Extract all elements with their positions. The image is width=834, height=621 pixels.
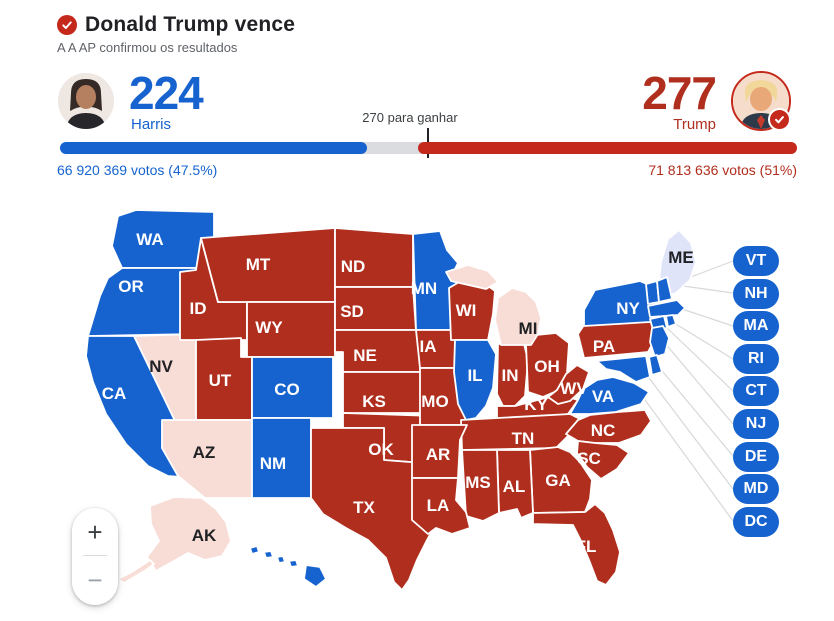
state-RI[interactable] [665,314,677,328]
state-NH[interactable] [656,276,673,303]
state-MT[interactable] [200,227,336,303]
state-HI[interactable] [288,559,299,568]
callout-leader-line [631,381,734,522]
harris-electoral-votes: 224 [129,67,204,119]
map-zoom-control: + − [72,508,118,605]
callout-pill-MD[interactable]: MD [733,474,779,505]
state-AR[interactable] [411,424,468,479]
state-LA[interactable] [411,477,471,535]
state-MD[interactable] [596,355,651,383]
callout-pill-DC[interactable]: DC [733,506,779,537]
state-WY[interactable] [246,301,336,358]
page-title: Donald Trump vence [85,13,296,36]
callout-leader-line [657,365,734,457]
trump-popular-votes: 71 813 636 votos (51%) [648,162,797,178]
trump-confirmed-badge-icon [768,108,791,131]
trump-electoral-votes: 277 [642,67,717,119]
callout-pill-DE[interactable]: DE [733,441,779,472]
threshold-label: 270 para ganhar [362,110,458,125]
zoom-in-button[interactable]: + [87,516,103,547]
callout-pill-RI[interactable]: RI [733,343,779,374]
state-HI[interactable] [303,564,327,588]
state-NJ[interactable] [649,325,670,358]
state-MS[interactable] [461,449,500,522]
state-NE[interactable] [334,329,431,373]
state-KS[interactable] [342,371,433,414]
state-MI[interactable] [445,264,499,290]
harris-avatar [58,73,114,129]
callout-leader-line [645,373,734,490]
state-UT[interactable] [195,337,253,421]
state-HI[interactable] [276,555,286,564]
state-NC[interactable] [565,409,652,444]
zoom-control-divider [83,555,107,556]
trump-name-label: Trump [673,116,716,133]
callout-pill-MA[interactable]: MA [733,311,779,342]
state-DE[interactable] [648,354,663,376]
state-MA[interactable] [647,299,686,318]
state-label-HI: HI [282,570,299,589]
state-CO[interactable] [251,356,334,419]
state-AL[interactable] [496,449,534,519]
callout-pill-VT[interactable]: VT [733,246,779,276]
state-SD[interactable] [334,286,417,331]
callout-leader-line [663,341,734,425]
callout-leader-line [673,322,734,360]
state-HI[interactable] [263,550,274,559]
state-AK[interactable] [146,496,232,572]
state-AK[interactable] [117,559,155,584]
state-ND[interactable] [334,227,414,288]
results-banner: Donald Trump vence [57,13,295,37]
state-TN[interactable] [460,413,583,451]
electoral-bar-harris [60,142,367,154]
harris-name-label: Harris [131,116,171,133]
callout-pill-NH[interactable]: NH [733,278,779,309]
state-SC[interactable] [576,440,630,480]
callout-pill-CT[interactable]: CT [733,376,779,407]
zoom-out-button[interactable]: − [87,564,103,595]
state-NM[interactable] [251,417,312,499]
state-WV[interactable] [547,364,590,405]
state-HI[interactable] [249,545,260,555]
callout-leader-line [681,308,734,327]
harris-popular-votes: 66 920 369 votos (47.5%) [57,162,218,178]
callout-leader-line [665,326,734,392]
state-MI[interactable] [494,287,542,346]
state-IN[interactable] [496,343,529,407]
callout-pill-NJ[interactable]: NJ [733,409,779,439]
results-subtitle: A A AP confirmou os resultados [57,40,238,55]
state-AZ[interactable] [161,419,253,499]
winner-check-icon [57,15,77,35]
electoral-bar-trump [418,142,797,154]
state-FL[interactable] [532,503,621,586]
state-IL[interactable] [453,339,497,421]
state-VA[interactable] [569,376,650,415]
